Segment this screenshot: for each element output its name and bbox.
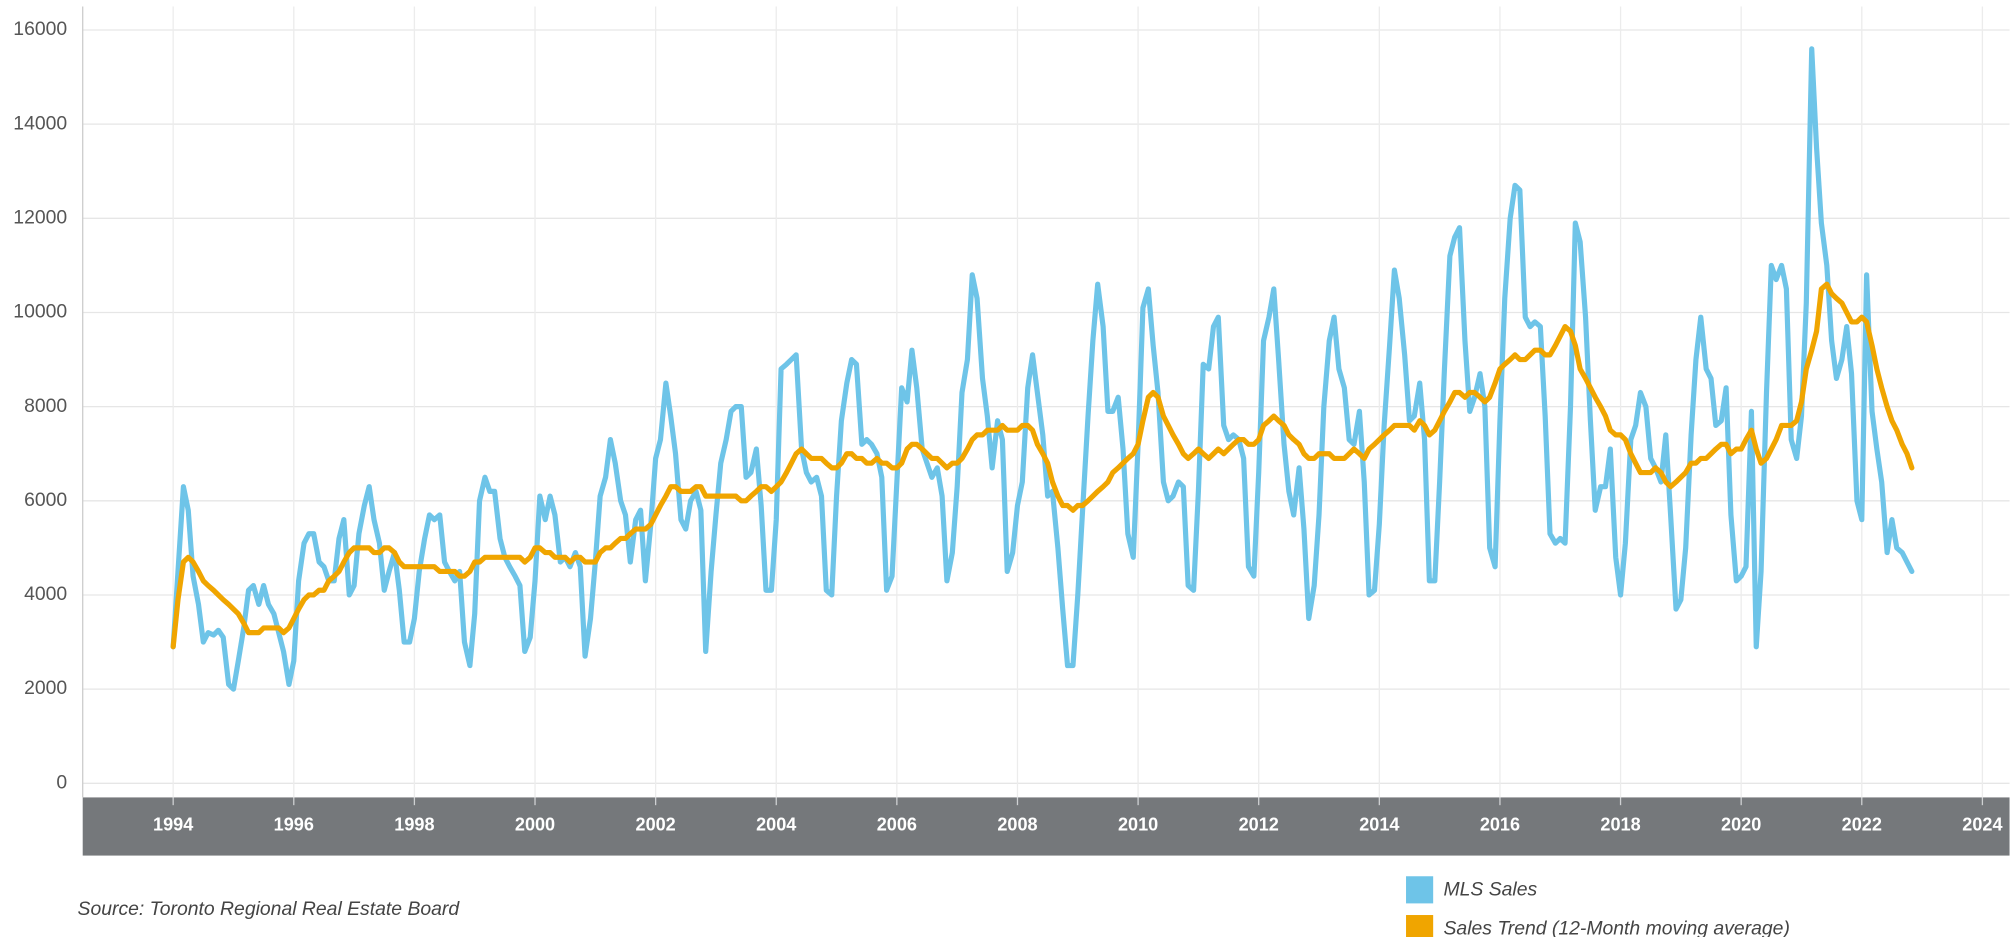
x-tick-label: 2014 (1359, 815, 1399, 835)
x-tick-label: 2006 (877, 815, 917, 835)
x-tick-label: 2016 (1480, 815, 1520, 835)
x-tick-label: 2010 (1118, 815, 1158, 835)
legend-label: Sales Trend (12-Month moving average) (1444, 917, 1790, 937)
x-tick-label: 2000 (515, 815, 555, 835)
y-tick-label: 16000 (13, 18, 67, 40)
y-tick-label: 0 (56, 771, 67, 793)
x-tick-label: 2002 (636, 815, 676, 835)
y-tick-label: 8000 (24, 395, 67, 417)
x-tick-label: 1998 (394, 815, 434, 835)
y-tick-label: 4000 (24, 583, 67, 605)
series-line (170, 281, 1915, 650)
legend-swatch (1406, 915, 1434, 937)
x-tick-label: 2018 (1600, 815, 1640, 835)
source-note: Source: Toronto Regional Real Estate Boa… (78, 898, 461, 920)
y-tick-label: 12000 (13, 206, 67, 228)
y-tick-label: 10000 (13, 301, 67, 323)
x-tick-label: 2022 (1842, 815, 1882, 835)
legend-swatch (1406, 876, 1434, 904)
y-tick-label: 2000 (24, 677, 67, 699)
legend-label: MLS Sales (1444, 879, 1538, 901)
x-tick-label: 1994 (153, 815, 193, 835)
x-axis-band (82, 797, 2010, 856)
x-tick-label: 2024 (1962, 815, 2002, 835)
x-tick-label: 1996 (274, 815, 314, 835)
series-line (170, 46, 1915, 692)
x-tick-label: 2020 (1721, 815, 1761, 835)
y-tick-label: 14000 (13, 112, 67, 134)
y-tick-label: 6000 (24, 489, 67, 511)
x-tick-label: 2008 (997, 815, 1037, 835)
x-tick-label: 2012 (1239, 815, 1279, 835)
x-tick-label: 2004 (756, 815, 796, 835)
